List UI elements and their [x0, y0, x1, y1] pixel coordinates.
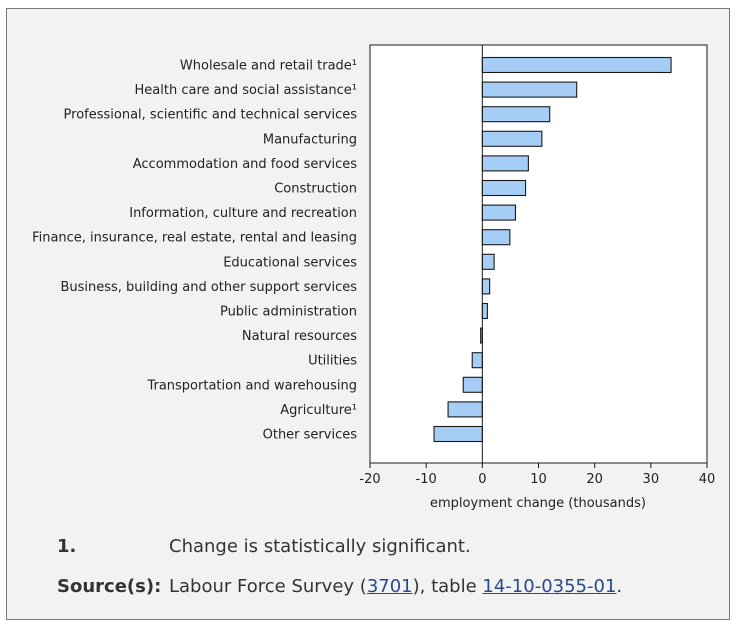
- category-label: Professional, scientific and technical s…: [64, 108, 358, 123]
- bar: [481, 253, 495, 270]
- source-prefix: Labour Force Survey (: [169, 576, 367, 597]
- x-tick-label: -10: [416, 472, 437, 487]
- bar: [481, 56, 672, 74]
- category-label: Construction: [274, 182, 357, 197]
- x-tick-label: 20: [586, 472, 603, 487]
- category-label: Health care and social assistance¹: [135, 83, 357, 98]
- category-label: Accommodation and food services: [133, 157, 357, 172]
- category-label: Utilities: [308, 354, 357, 369]
- source-suffix: .: [616, 576, 623, 597]
- category-label: Finance, insurance, real estate, rental …: [32, 231, 357, 246]
- category-label: Wholesale and retail trade¹: [180, 59, 357, 74]
- x-axis-title: employment change (thousands): [430, 496, 646, 511]
- category-label: Business, building and other support ser…: [60, 280, 357, 295]
- bar: [433, 425, 483, 443]
- category-label: Other services: [263, 428, 358, 443]
- source-middle: ), table: [412, 576, 483, 597]
- x-tick-label: 30: [643, 472, 660, 487]
- bar: [471, 352, 483, 369]
- bar: [481, 278, 491, 295]
- category-label: Public administration: [220, 305, 357, 320]
- bar: [481, 302, 488, 320]
- survey-link[interactable]: 3701: [366, 576, 413, 597]
- footnote-key: 1.: [57, 536, 77, 557]
- x-tick-label: 10: [530, 472, 547, 487]
- source-row: Source(s): Labour Force Survey (3701), ta…: [57, 576, 622, 597]
- bar: [481, 81, 578, 98]
- bar: [481, 179, 527, 197]
- category-label: Transportation and warehousing: [146, 378, 357, 393]
- category-label: Information, culture and recreation: [129, 206, 357, 221]
- source-key: Source(s):: [57, 576, 162, 597]
- footnote-row: 1. Change is statistically significant.: [57, 536, 471, 557]
- bar: [481, 204, 517, 221]
- bar: [462, 376, 483, 393]
- bar: [447, 401, 483, 418]
- bar: [481, 130, 543, 147]
- footnote-text: Change is statistically significant.: [169, 536, 471, 557]
- x-tick-label: 40: [699, 472, 716, 487]
- bar: [481, 106, 551, 123]
- x-tick-label: 0: [478, 472, 486, 487]
- category-label: Agriculture¹: [280, 403, 357, 418]
- table-link[interactable]: 14-10-0355-01: [482, 576, 617, 597]
- category-label: Natural resources: [242, 329, 357, 344]
- x-tick-label: -20: [359, 472, 380, 487]
- bar: [481, 229, 511, 246]
- category-label: Educational services: [223, 255, 357, 270]
- bar: [481, 155, 529, 172]
- category-label: Manufacturing: [263, 132, 357, 147]
